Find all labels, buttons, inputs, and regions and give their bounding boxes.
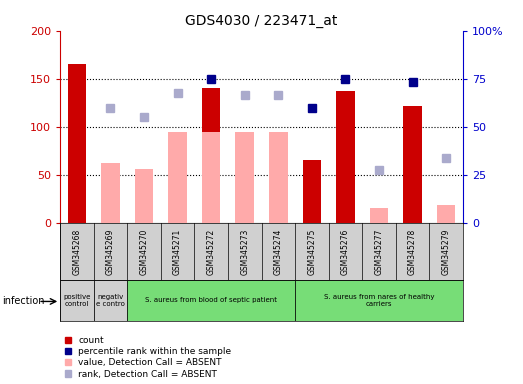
Text: positive
control: positive control (63, 294, 90, 307)
Title: GDS4030 / 223471_at: GDS4030 / 223471_at (185, 14, 338, 28)
Bar (135, 169, 153, 223)
Text: GSM345272: GSM345272 (207, 228, 215, 275)
Bar (60, 280, 94, 321)
Bar (202, 131, 220, 223)
Text: negativ
e contro: negativ e contro (96, 294, 125, 307)
Bar (269, 131, 288, 223)
Bar (403, 106, 422, 223)
Bar (94, 280, 127, 321)
Text: GSM345271: GSM345271 (173, 228, 182, 275)
Text: S. aureus from blood of septic patient: S. aureus from blood of septic patient (145, 298, 277, 303)
Legend: count, percentile rank within the sample, value, Detection Call = ABSENT, rank, : count, percentile rank within the sample… (65, 336, 231, 379)
Bar (168, 131, 187, 223)
Text: GSM345278: GSM345278 (408, 228, 417, 275)
Bar (202, 88, 220, 223)
Bar (370, 208, 388, 223)
Bar (67, 65, 86, 223)
Bar (336, 91, 355, 223)
Text: GSM345275: GSM345275 (308, 228, 316, 275)
Text: GSM345273: GSM345273 (240, 228, 249, 275)
Bar (127, 280, 295, 321)
Text: GSM345277: GSM345277 (374, 228, 383, 275)
Text: GSM345268: GSM345268 (72, 228, 82, 275)
Bar (437, 205, 456, 223)
Text: infection: infection (3, 296, 45, 306)
Text: GSM345269: GSM345269 (106, 228, 115, 275)
Bar (295, 280, 463, 321)
Text: GSM345274: GSM345274 (274, 228, 283, 275)
Text: GSM345276: GSM345276 (341, 228, 350, 275)
Text: GSM345270: GSM345270 (140, 228, 149, 275)
Text: GSM345279: GSM345279 (441, 228, 451, 275)
Bar (101, 163, 120, 223)
Bar (303, 161, 321, 223)
Text: S. aureus from nares of healthy
carriers: S. aureus from nares of healthy carriers (324, 294, 434, 307)
Bar (235, 131, 254, 223)
